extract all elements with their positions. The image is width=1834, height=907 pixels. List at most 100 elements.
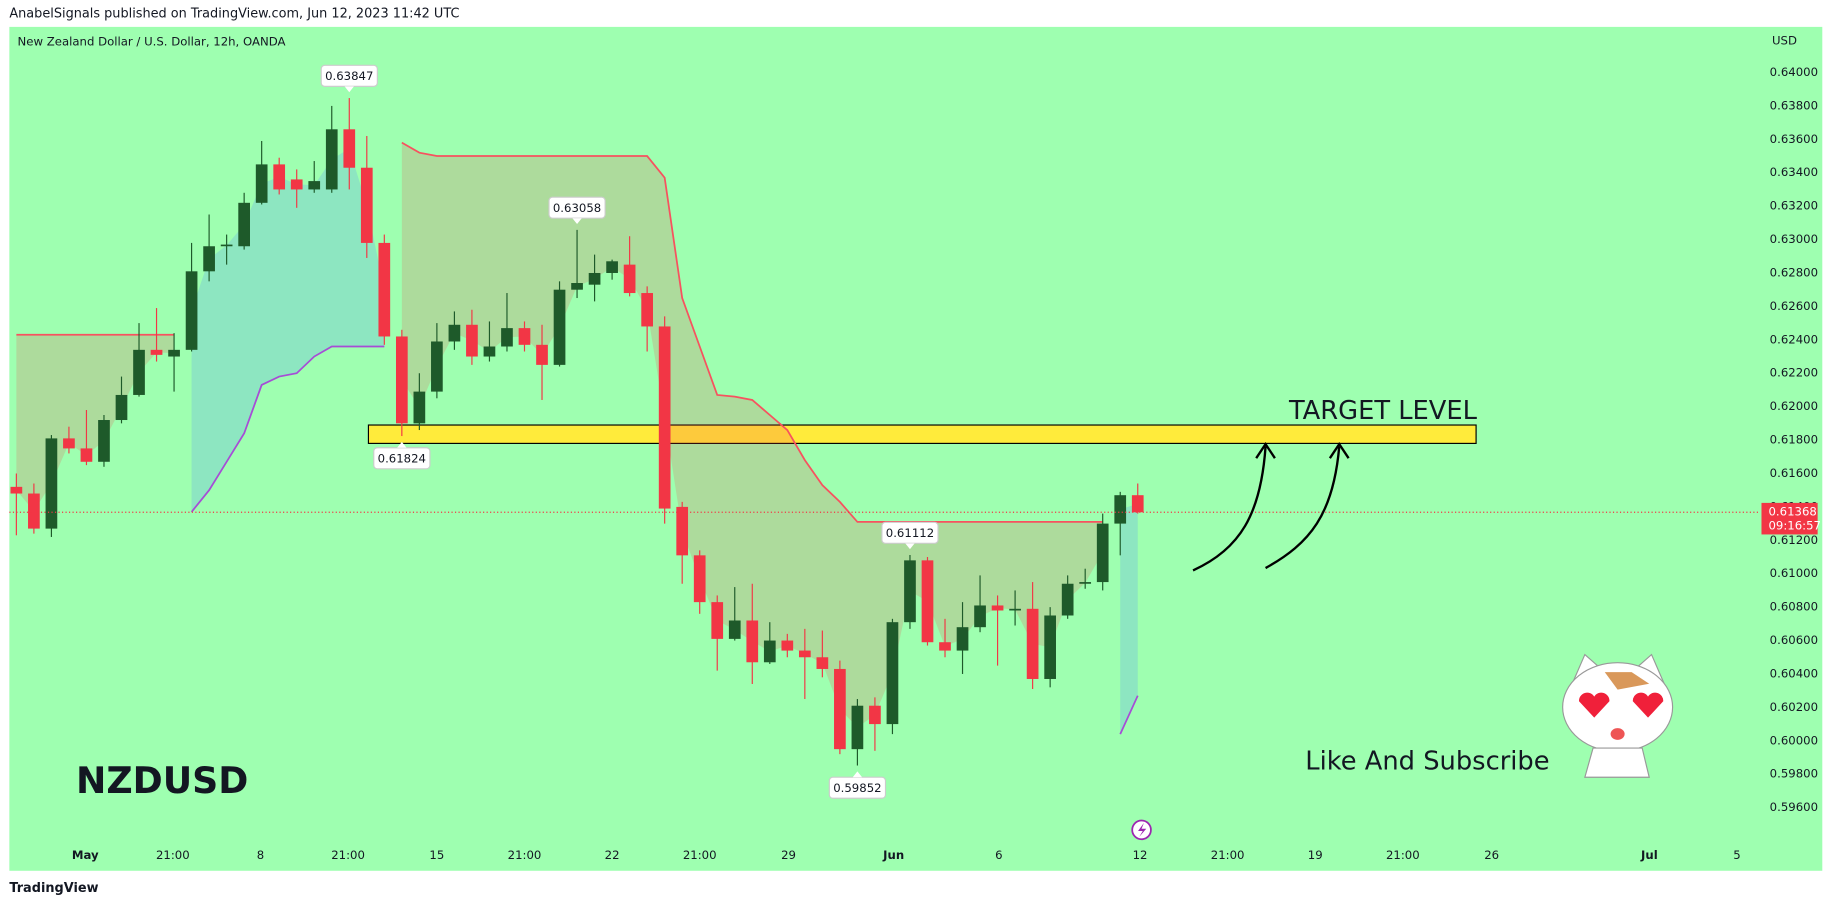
y-tick-label: 0.60000	[1770, 733, 1818, 747]
target-label: TARGET LEVEL	[1288, 396, 1478, 426]
candle-body	[448, 324, 461, 342]
candle-body	[623, 264, 636, 294]
candle-body	[886, 622, 899, 725]
y-tick-label: 0.63400	[1770, 165, 1818, 179]
x-tick-label: 21:00	[683, 848, 717, 862]
heart-eye	[1579, 692, 1610, 718]
candle-body	[80, 448, 93, 462]
last-price-box	[1761, 502, 1818, 535]
trend-fill	[1120, 503, 1138, 735]
y-tick-label: 0.62600	[1770, 299, 1818, 313]
candle-body	[711, 602, 724, 639]
x-tick-label: 15	[429, 848, 444, 862]
x-tick-label: 6	[995, 848, 1002, 862]
candle-body	[816, 657, 829, 669]
x-tick-label: Jun	[882, 848, 904, 862]
countdown-label: 09:16:57	[1769, 519, 1822, 533]
candle-body	[360, 167, 373, 243]
candle-body	[1114, 495, 1127, 524]
y-tick-label: 0.62200	[1770, 366, 1818, 380]
y-tick-label: 0.63800	[1770, 98, 1818, 112]
candle-body	[781, 640, 794, 651]
price-label: 0.61112	[886, 526, 934, 540]
candle-body	[869, 705, 881, 725]
price-label: 0.63847	[325, 69, 373, 83]
price-label-box	[881, 521, 939, 544]
candle-body	[746, 620, 759, 663]
candle-body	[431, 341, 443, 392]
x-tick-label: 21:00	[331, 848, 365, 862]
candle-body	[28, 493, 40, 529]
candle-body	[763, 640, 776, 663]
y-tick-label: 0.63600	[1770, 132, 1818, 146]
candle-body	[921, 560, 934, 643]
currency-label: USD	[1772, 33, 1797, 47]
candle-body	[378, 242, 391, 337]
candle-body	[273, 164, 286, 190]
y-tick-label: 0.61600	[1770, 466, 1818, 480]
y-tick-label: 0.60800	[1770, 600, 1818, 614]
candle-body	[466, 324, 478, 357]
target-zone	[367, 424, 1477, 444]
x-tick-label: 29	[781, 848, 796, 862]
candle-body	[834, 668, 846, 750]
x-tick-label: 21:00	[508, 848, 542, 862]
cat-patch	[1604, 672, 1650, 690]
x-tick-label: 26	[1484, 848, 1499, 862]
candle-body	[904, 560, 916, 623]
symbol-description: New Zealand Dollar / U.S. Dollar, 12h, O…	[18, 35, 286, 49]
publisher-header: AnabelSignals published on TradingView.c…	[9, 7, 459, 22]
arrow-head	[1328, 442, 1350, 459]
footer-logo: TradingView	[9, 881, 98, 896]
arrows	[1192, 442, 1350, 572]
trend-line	[190, 345, 1139, 735]
price-label-pointer	[572, 218, 582, 225]
price-label: 0.63058	[553, 201, 601, 215]
y-tick-label: 0.59800	[1770, 767, 1818, 781]
candle-body	[518, 328, 531, 345]
cat-body	[1584, 747, 1650, 778]
candle-body	[939, 642, 951, 651]
candle-body	[588, 272, 601, 285]
candle-body	[395, 336, 408, 424]
candle-body	[483, 346, 496, 357]
arrow	[1264, 446, 1341, 570]
candle-body	[98, 420, 110, 462]
candle-body	[220, 244, 233, 247]
price-label-pointer	[905, 543, 915, 550]
x-tick-label: May	[72, 848, 99, 862]
chart-background	[9, 26, 1823, 871]
candle-body	[693, 555, 706, 603]
trend-line	[16, 141, 1103, 523]
candle-body	[150, 349, 163, 355]
candle-body	[115, 394, 128, 421]
y-tick-label: 0.64000	[1770, 65, 1818, 79]
price-label-pointer	[397, 441, 407, 448]
y-tick-label: 0.63200	[1770, 199, 1818, 213]
event-bolt	[1138, 822, 1147, 837]
candle-body	[10, 486, 23, 494]
candle-body	[851, 705, 864, 750]
arrow	[1192, 446, 1267, 572]
candle-body	[203, 246, 215, 272]
y-tick-label: 0.62800	[1770, 265, 1818, 279]
x-tick-label: 19	[1308, 848, 1323, 862]
y-tick-label: 0.62400	[1770, 332, 1818, 346]
x-tick-label: 5	[1733, 848, 1740, 862]
candle-body	[501, 328, 513, 347]
x-tick-label: 22	[605, 848, 620, 862]
price-label-pointer	[852, 771, 863, 778]
candle-body	[553, 289, 566, 365]
candle-body	[798, 650, 811, 658]
candle-body	[956, 627, 969, 651]
symbol-text: NZDUSD	[76, 759, 248, 802]
x-tick-label: 21:00	[1386, 848, 1420, 862]
candle-body	[1026, 608, 1039, 679]
candle-body	[238, 202, 250, 247]
note-text: Like And Subscribe	[1305, 747, 1549, 777]
last-price-label: 0.61368	[1769, 505, 1817, 519]
y-tick-label: 0.60600	[1770, 633, 1818, 647]
y-tick-label: 0.62000	[1770, 399, 1818, 413]
cat-mouth	[1610, 728, 1625, 740]
